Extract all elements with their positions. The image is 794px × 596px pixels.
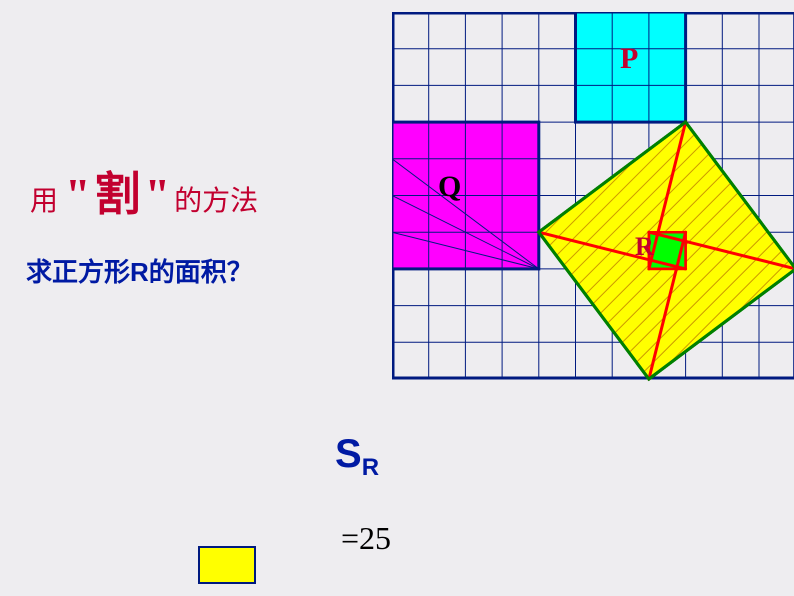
method-title-quote-close: "	[145, 169, 171, 220]
formula-s: S	[335, 432, 362, 476]
method-title-cut: 割	[95, 169, 141, 220]
small-yellow-square	[198, 546, 256, 584]
question-text: 求正方形R的面积？	[26, 252, 253, 289]
formula-sr: SR	[335, 432, 379, 477]
method-title-quote-open: "	[65, 169, 91, 220]
method-title-prefix: 用	[30, 186, 65, 217]
method-title: 用 " 割 " 的方法	[30, 158, 258, 224]
label-q: Q	[438, 170, 461, 204]
method-title-suffix: 的方法	[174, 186, 258, 217]
label-r: R	[635, 232, 654, 262]
formula-sub-r: R	[362, 454, 379, 481]
label-p: P	[620, 42, 638, 76]
formula-result: =25	[341, 520, 391, 557]
